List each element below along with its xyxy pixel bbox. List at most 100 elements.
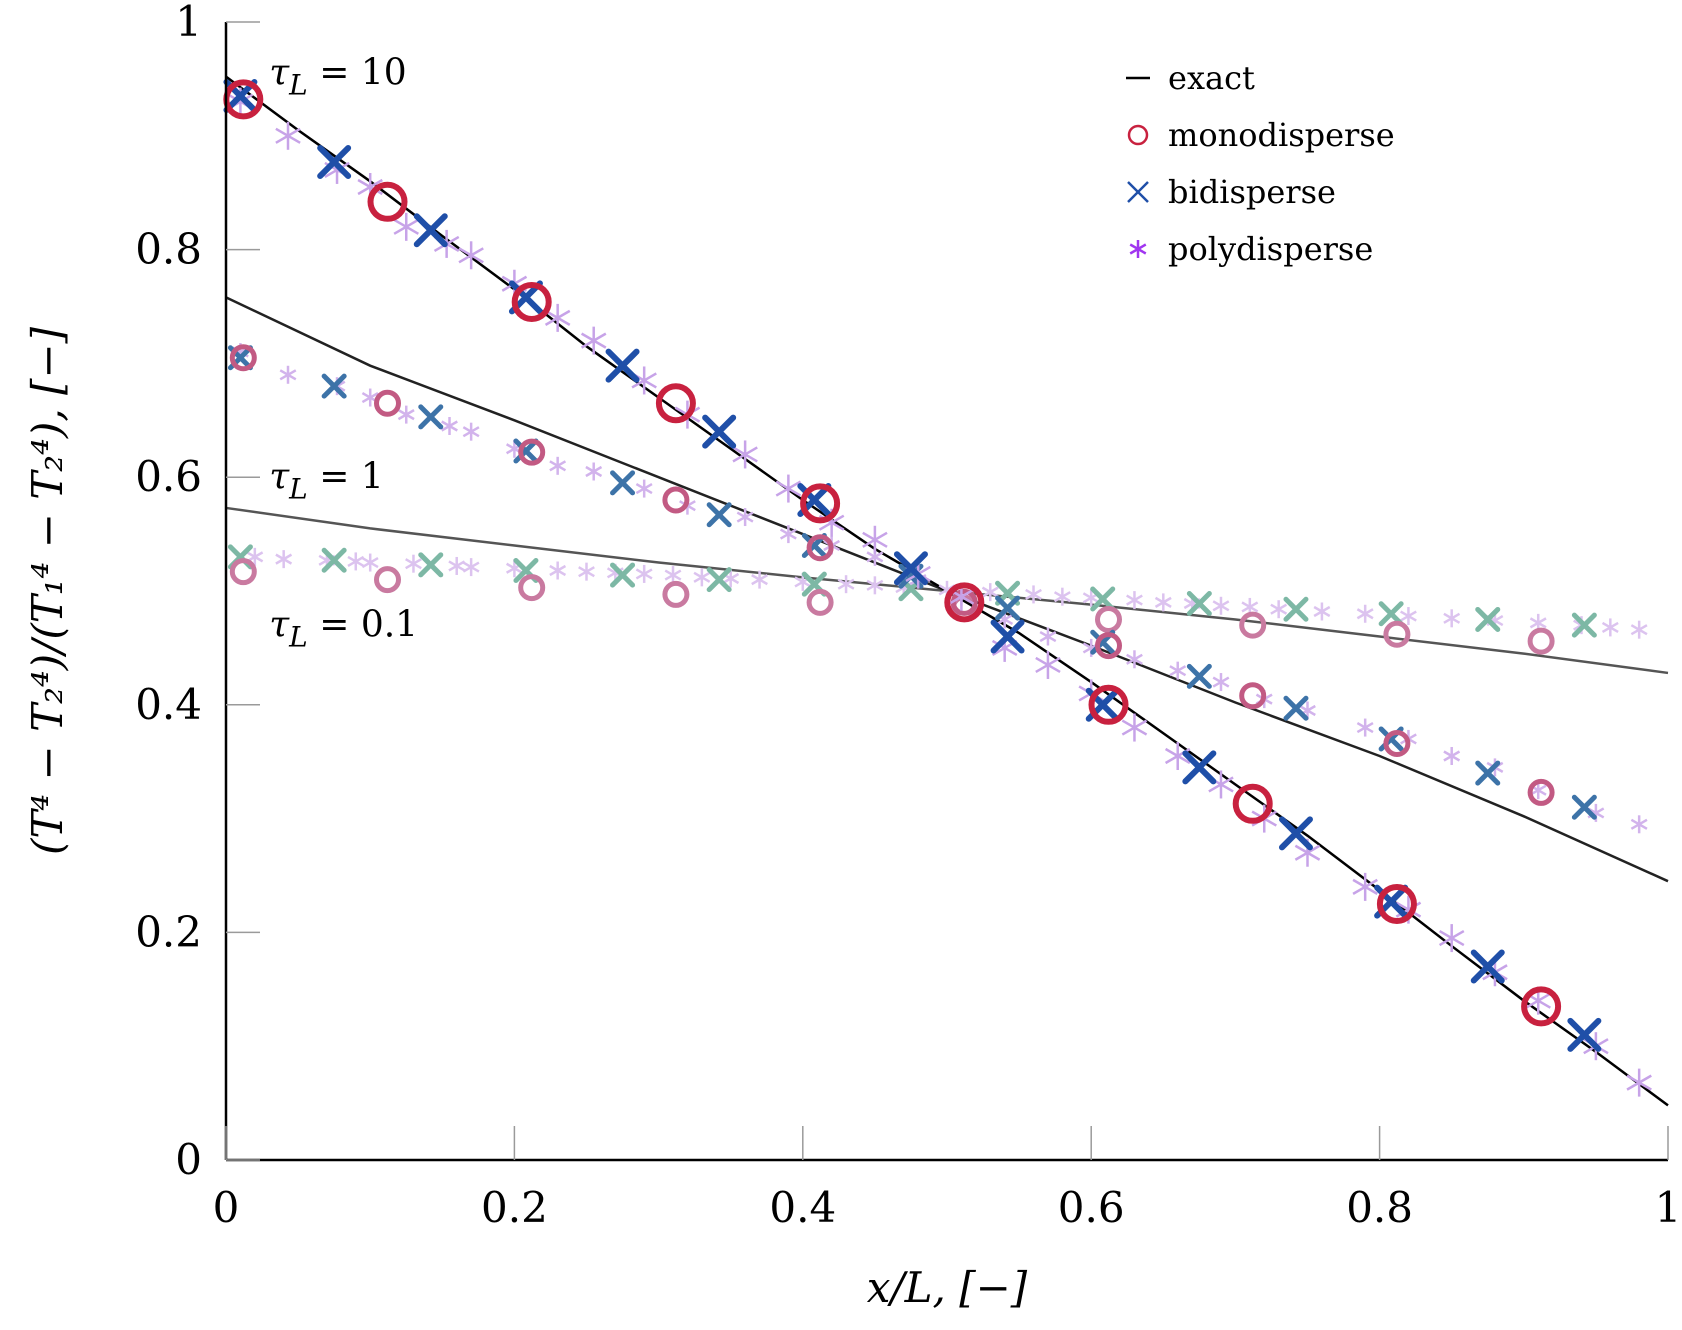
data-point-x [317, 144, 352, 179]
data-point-circle [944, 582, 985, 623]
data-point-x [1567, 1017, 1602, 1052]
data-point-asterisk [1356, 608, 1374, 620]
data-point-asterisk [635, 568, 653, 580]
data-point-circle [367, 181, 408, 222]
x-tick-label: 0.8 [1346, 1183, 1413, 1232]
data-point-asterisk [1313, 605, 1331, 618]
data-point-asterisk [275, 127, 301, 144]
y-tick-label: 0.6 [135, 452, 202, 501]
data-point-asterisk [1126, 594, 1143, 606]
data-point-x [1571, 794, 1597, 820]
data-point-asterisk [1035, 656, 1061, 674]
data-point-asterisk [1630, 818, 1648, 830]
y-tick-label: 1 [175, 0, 202, 46]
data-point-x [1278, 816, 1313, 851]
data-point-asterisk [578, 566, 595, 578]
data-point-circle [374, 566, 402, 594]
data-point-asterisk [948, 588, 975, 605]
data-point-x [1182, 750, 1217, 785]
data-point-asterisk [996, 613, 1014, 626]
data-point-circle [806, 534, 834, 562]
legend-item-bidisperse: bidisperse [1127, 173, 1336, 211]
data-point-circle [1376, 883, 1417, 924]
x-tick-label: 0.4 [769, 1183, 836, 1232]
data-point-asterisk [1208, 776, 1234, 793]
markers-tau-10 [223, 78, 1652, 1097]
data-point-asterisk [862, 531, 888, 548]
data-point-asterisk [549, 460, 567, 472]
data-point-asterisk [1529, 617, 1547, 629]
legend-label: bidisperse [1168, 173, 1336, 211]
y-tick-label: 0.8 [135, 225, 202, 274]
data-point-circle [1383, 620, 1411, 648]
legend-item-monodisperse: monodisperse [1127, 116, 1395, 154]
data-point-x [706, 567, 732, 593]
data-point-x [321, 373, 347, 399]
x-tick-label: 0.6 [1058, 1183, 1125, 1232]
data-point-asterisk [441, 420, 458, 432]
data-point-circle [1095, 632, 1123, 660]
data-point-asterisk [462, 561, 480, 573]
y-tick-label: 0 [175, 1135, 202, 1184]
data-point-asterisk [361, 391, 379, 404]
data-point-asterisk [1525, 992, 1551, 1009]
data-point-x [413, 213, 448, 248]
data-point-asterisk [458, 247, 484, 264]
legend-item-exact: exact [1126, 59, 1255, 97]
markers-tau-1 [227, 343, 1648, 834]
data-point-asterisk [866, 551, 884, 563]
y-tick-label: 0.4 [135, 680, 202, 729]
data-point-asterisk [1212, 600, 1230, 612]
data-point-asterisk [693, 571, 711, 583]
data-point-asterisk [347, 555, 365, 567]
data-point-asterisk [751, 574, 768, 586]
y-axis-label: (T⁴ − T₂⁴)/(T₁⁴ − T₂⁴), [−] [23, 326, 72, 855]
data-point-asterisk [397, 409, 415, 421]
data-point-asterisk [544, 309, 571, 326]
data-point-asterisk [324, 161, 350, 179]
data-point-x [1571, 612, 1597, 638]
data-point-x [418, 552, 444, 578]
data-point-asterisk [1121, 719, 1148, 736]
data-point-circle [1239, 611, 1267, 639]
data-point-asterisk [981, 586, 999, 598]
data-point-asterisk [549, 564, 567, 577]
data-point-asterisk [361, 556, 379, 569]
data-point-x [605, 348, 640, 383]
data-point-asterisk [1129, 243, 1147, 255]
data-point-asterisk [1352, 878, 1378, 895]
tau-annotation: τL = 0.1 [269, 605, 418, 654]
data-point-circle [511, 281, 552, 322]
data-point-asterisk [1039, 630, 1057, 643]
data-point-asterisk [722, 572, 740, 585]
legend-circle-marker [1127, 124, 1149, 146]
data-point-asterisk [1294, 844, 1321, 861]
data-point-circle [1095, 605, 1123, 633]
data-point-circle [1088, 684, 1129, 725]
data-point-circle [229, 344, 257, 372]
x-tick-label: 0.2 [481, 1183, 548, 1232]
data-point-asterisk [1601, 621, 1619, 633]
legend-label: polydisperse [1168, 230, 1373, 268]
data-point-asterisk [1356, 721, 1374, 734]
data-point-asterisk [664, 569, 682, 581]
data-point-asterisk [405, 558, 422, 570]
data-point-asterisk [837, 578, 855, 590]
y-tick-label: 0.2 [135, 907, 202, 956]
data-point-circle [518, 574, 546, 602]
data-point-asterisk [635, 482, 653, 495]
data-point-asterisk [462, 426, 480, 438]
data-point-x [513, 438, 539, 464]
data-point-asterisk [580, 332, 607, 349]
data-point-asterisk [631, 372, 657, 389]
data-point-asterisk [732, 446, 758, 463]
data-point-asterisk [1126, 653, 1143, 665]
legend-label: monodisperse [1168, 116, 1395, 154]
data-point-asterisk [1270, 603, 1288, 615]
data-point-x [418, 404, 444, 430]
data-point-circle [800, 483, 841, 524]
data-point-x [321, 547, 347, 573]
data-point-asterisk [275, 553, 293, 565]
data-point-x [1186, 591, 1212, 617]
